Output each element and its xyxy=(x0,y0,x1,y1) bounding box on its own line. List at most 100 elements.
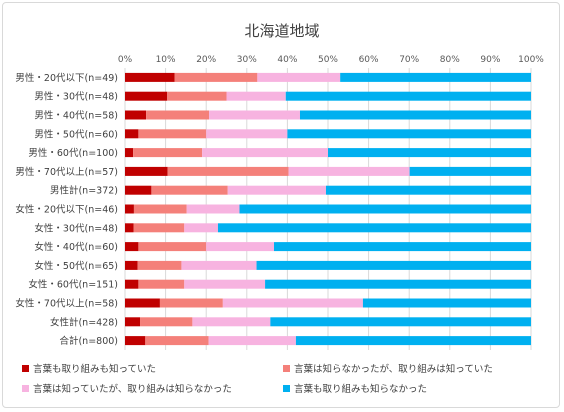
bar-segment-series-4 xyxy=(362,298,531,308)
legend-label: 言葉も取り組みも知っていた xyxy=(33,363,156,375)
bar-segment-series-3 xyxy=(209,110,300,120)
legend-swatch xyxy=(283,365,290,372)
category-label: 男性・40代(n=58) xyxy=(34,110,118,122)
bar-segment-series-4 xyxy=(270,317,531,327)
category-label: 男性・70代以上(n=57) xyxy=(15,166,118,178)
bar-segment-series-3 xyxy=(192,317,271,327)
bar-segment-series-2 xyxy=(167,166,289,176)
category-label: 男性・20代以下(n=49) xyxy=(15,72,118,84)
category-label: 合計(n=800) xyxy=(59,335,118,347)
bar-segment-series-2 xyxy=(138,279,185,289)
bar-segment-series-1 xyxy=(125,223,134,233)
legend-swatch xyxy=(22,385,29,392)
bar-segment-series-1 xyxy=(125,129,139,139)
bar-segment-series-2 xyxy=(151,185,228,195)
x-axis-ticks: 0% 10% 20% 30% 40% 50% 60% 70% 80% 90% 100% xyxy=(118,55,544,65)
legend-swatch xyxy=(283,385,290,392)
category-label: 女性・30代(n=48) xyxy=(34,222,118,234)
bar-segment-series-4 xyxy=(274,242,531,252)
x-tick-label: 100% xyxy=(518,55,544,65)
x-tick-label: 0% xyxy=(118,55,133,65)
bar-segment-series-3 xyxy=(186,204,240,214)
bar-segment-series-2 xyxy=(159,298,223,308)
bar-segment-series-4 xyxy=(328,148,531,158)
bar-segment-series-3 xyxy=(184,279,266,289)
bar-segment-series-1 xyxy=(125,242,139,252)
bar-segment-series-1 xyxy=(125,336,146,346)
bar-segment-series-1 xyxy=(125,298,160,308)
bar-segment-series-1 xyxy=(125,148,134,158)
x-tick-label: 90% xyxy=(480,55,500,65)
bar-segment-series-2 xyxy=(145,336,209,346)
bar-segment-series-4 xyxy=(265,279,531,289)
bar-segment-series-4 xyxy=(256,260,531,270)
bar-segment-series-2 xyxy=(138,242,207,252)
category-label: 女性・40代(n=60) xyxy=(34,241,118,253)
bar-segment-series-1 xyxy=(125,260,138,270)
category-label: 女性・60代(n=151) xyxy=(28,279,118,291)
bar-segment-series-1 xyxy=(125,204,134,214)
bar-segment-series-3 xyxy=(288,166,410,176)
bar-segment-series-2 xyxy=(174,72,258,82)
legend-label: 言葉は知らなかったが、取り組みは知っていた xyxy=(294,363,493,375)
legend-label: 言葉も取り組みも知らなかった xyxy=(294,383,427,395)
category-label: 女性・20代以下(n=46) xyxy=(15,204,118,216)
x-tick-label: 70% xyxy=(399,55,419,65)
category-label: 女性・70代以上(n=58) xyxy=(15,298,118,310)
legend: 言葉も取り組みも知っていた 言葉は知らなかったが、取り組みは知っていた言葉は知って… xyxy=(22,363,493,395)
bar-segment-series-3 xyxy=(222,298,363,308)
bar-segment-series-1 xyxy=(125,110,147,120)
bar-segment-series-4 xyxy=(295,336,531,346)
category-label: 男性・50代(n=60) xyxy=(34,128,118,140)
bar-segment-series-4 xyxy=(285,91,531,101)
x-tick-label: 20% xyxy=(196,55,216,65)
category-label: 男性・30代(n=48) xyxy=(34,91,118,103)
bar-segment-series-4 xyxy=(239,204,531,214)
bar-segment-series-2 xyxy=(140,317,193,327)
bar-segment-series-1 xyxy=(125,166,168,176)
x-tick-label: 30% xyxy=(237,55,257,65)
bar-segment-series-3 xyxy=(257,72,341,82)
bar-segment-series-1 xyxy=(125,72,175,82)
x-tick-label: 60% xyxy=(359,55,379,65)
bar-segment-series-3 xyxy=(202,148,328,158)
x-tick-label: 50% xyxy=(318,55,338,65)
bar-segment-series-2 xyxy=(146,110,210,120)
bar-segment-series-4 xyxy=(409,166,531,176)
bar-segment-series-1 xyxy=(125,185,152,195)
x-tick-label: 10% xyxy=(156,55,176,65)
bar-segment-series-2 xyxy=(133,204,187,214)
bar-segment-series-4 xyxy=(287,129,531,139)
bar-segment-series-3 xyxy=(227,185,326,195)
bar-segment-series-2 xyxy=(137,260,182,270)
category-label: 男性計(n=372) xyxy=(50,185,118,197)
bar-segment-series-3 xyxy=(184,223,218,233)
category-label: 男性・60代(n=100) xyxy=(28,147,118,159)
bar-segment-series-2 xyxy=(133,223,185,233)
bar-segment-series-3 xyxy=(206,242,275,252)
bar-segment-series-2 xyxy=(133,148,203,158)
bar-segment-series-4 xyxy=(325,185,531,195)
bar-segment-series-2 xyxy=(138,129,207,139)
bar-segment-series-3 xyxy=(208,336,296,346)
bar-segment-series-3 xyxy=(226,91,286,101)
category-labels: 男性・20代以下(n=49) 男性・30代(n=48) 男性・40代(n=58) 男性… xyxy=(15,72,118,347)
bar-segment-series-1 xyxy=(125,279,139,289)
bar-segment-series-2 xyxy=(167,91,227,101)
bar-segment-series-4 xyxy=(217,223,531,233)
chart-title: 北海道地域 xyxy=(244,22,319,40)
x-tick-label: 40% xyxy=(277,55,297,65)
bar-segment-series-4 xyxy=(299,110,531,120)
bars xyxy=(125,72,531,346)
bar-segment-series-1 xyxy=(125,91,168,101)
category-label: 女性・50代(n=65) xyxy=(34,260,118,272)
bar-segment-series-1 xyxy=(125,317,141,327)
bar-segment-series-3 xyxy=(206,129,288,139)
bar-segment-series-3 xyxy=(181,260,257,270)
legend-swatch xyxy=(22,365,29,372)
bar-segment-series-4 xyxy=(340,72,531,82)
category-label: 女性計(n=428) xyxy=(50,316,118,328)
x-tick-label: 80% xyxy=(440,55,460,65)
legend-label: 言葉は知っていたが、取り組みは知らなかった xyxy=(33,383,232,395)
